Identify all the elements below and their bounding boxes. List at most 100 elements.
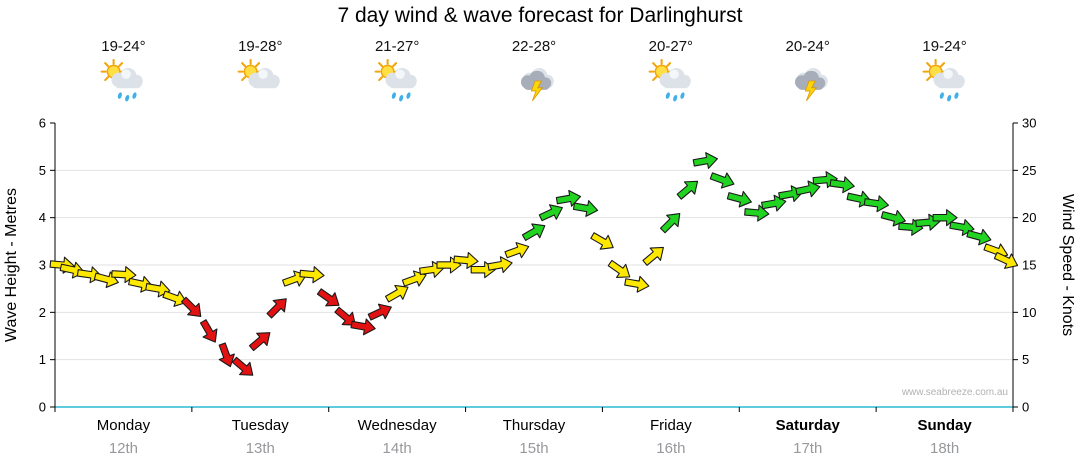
wind-arrow: [384, 284, 409, 303]
wind-arrow: [334, 306, 356, 326]
day-temp-range: 22-28°: [511, 38, 557, 55]
wind-arrow: [676, 180, 699, 200]
day-forecast: 20-27°: [602, 38, 739, 107]
wind-arrow: [162, 290, 188, 307]
left-axis-tick-label: 5: [39, 163, 46, 178]
wind-arrow: [231, 356, 254, 376]
day-temp-range: 21-27°: [374, 38, 420, 55]
rain-icon: [391, 92, 411, 102]
page-title: 7 day wind & wave forecast for Darlinghu…: [337, 4, 743, 27]
right-axis-tick-label: 20: [1022, 210, 1036, 225]
rain-icon: [665, 92, 685, 102]
day-name: Sunday: [917, 417, 972, 434]
day-forecast: 19-24°: [55, 38, 192, 107]
right-axis-tick-label: 15: [1022, 258, 1036, 273]
left-axis-tick-label: 3: [39, 258, 46, 273]
wind-arrow: [266, 298, 287, 319]
wind-arrow: [795, 180, 821, 198]
weather-icon-sun-cloud-rain: [99, 58, 147, 107]
day-labels-row: Monday 12th Tuesday 13th Wednesday 14th Thursd…: [55, 417, 1013, 457]
rain-icon: [939, 92, 959, 102]
wind-arrow: [624, 275, 650, 293]
day-forecast: 22-28°: [466, 38, 603, 107]
left-axis-tick-label: 6: [39, 116, 46, 131]
wind-arrow: [659, 213, 681, 234]
left-axis-tick-label: 4: [39, 210, 46, 225]
wind-arrow: [504, 242, 530, 259]
daily-forecast-row: 19-24° 19-28° 21-27° 22-28° 20-27° 20-24° 19-2…: [55, 38, 1013, 107]
day-forecast: 21-27°: [329, 38, 466, 107]
day-forecast: 20-24°: [739, 38, 876, 107]
day-label: Friday 16th: [602, 417, 739, 457]
day-name: Saturday: [775, 417, 840, 434]
day-name: Tuesday: [231, 417, 289, 434]
weather-icon-storm: [510, 59, 558, 107]
wind-arrow: [572, 200, 599, 217]
wind-arrow: [863, 195, 890, 213]
lightning-icon: [530, 80, 544, 102]
wind-arrow: [248, 332, 271, 352]
weather-icon-sun-cloud-rain: [647, 58, 695, 107]
day-label: Thursday 15th: [466, 417, 603, 457]
wind-arrow: [726, 190, 752, 208]
day-forecast: 19-24°: [876, 38, 1013, 107]
wind-arrow: [299, 266, 325, 284]
wind-arrow: [199, 319, 218, 343]
storm-cloud-icon: [794, 70, 825, 90]
day-date: 17th: [793, 440, 823, 457]
wind-arrow: [692, 152, 718, 169]
left-axis-title: Wave Height - Metres: [3, 188, 20, 342]
weather-icon-sun-cloud: [236, 58, 284, 107]
day-temp-range: 19-24°: [922, 38, 967, 55]
day-date: 12th: [108, 440, 139, 457]
cloud-icon: [659, 67, 691, 89]
cloud-icon: [385, 67, 417, 89]
left-axis-tick-label: 2: [39, 305, 46, 320]
wind-arrow: [993, 251, 1019, 269]
day-temp-range: 20-24°: [785, 38, 830, 55]
day-label: Monday 12th: [55, 417, 192, 457]
day-name: Thursday: [502, 417, 566, 434]
lightning-icon: [804, 80, 817, 102]
weather-icon-sun-cloud-rain: [921, 58, 969, 107]
right-axis-title: Wind Speed - Knots: [1059, 194, 1076, 336]
chart-plot-area: 0 1 2 3 4 5 6 0 5 10 15 20 25 30: [39, 116, 1037, 415]
day-name: Wednesday: [357, 417, 437, 434]
wind-arrow: [538, 204, 563, 222]
right-axis-tick-label: 25: [1022, 163, 1036, 178]
watermark: www.seabreeze.com.au: [901, 387, 1008, 398]
day-date: 13th: [245, 440, 275, 457]
wind-arrow: [607, 259, 631, 278]
day-date: 14th: [382, 440, 412, 457]
day-label: Wednesday 14th: [329, 417, 466, 457]
wind-arrow: [316, 288, 340, 307]
cloud-icon: [111, 67, 144, 89]
day-name: Friday: [650, 417, 692, 434]
day-name: Monday: [96, 417, 151, 434]
day-date: 16th: [656, 440, 686, 457]
left-axis-tick-label: 0: [39, 400, 46, 415]
left-axis-tick-label: 1: [39, 352, 46, 367]
cloud-icon: [933, 67, 965, 89]
right-axis-tick-label: 30: [1022, 116, 1036, 131]
day-label: Sunday 18th: [876, 417, 1013, 457]
day-forecast: 19-28°: [192, 38, 329, 107]
wind-arrow: [521, 223, 546, 241]
cloud-icon: [248, 67, 281, 89]
wind-arrow: [829, 176, 855, 194]
wind-arrow: [966, 228, 992, 246]
wind-arrow: [180, 296, 202, 317]
rain-icon: [118, 92, 137, 102]
right-axis-tick-label: 0: [1022, 400, 1029, 415]
wind-arrow: [709, 172, 735, 189]
day-temp-range: 19-28°: [238, 38, 283, 55]
wind-arrow: [487, 256, 513, 274]
weather-icon-storm: [784, 59, 832, 107]
right-axis-tick-label: 10: [1022, 305, 1036, 320]
weather-icon-sun-cloud-rain: [373, 58, 421, 107]
wind-arrow: [453, 251, 479, 269]
day-temp-range: 19-24°: [101, 38, 146, 55]
day-label: Tuesday 13th: [192, 417, 329, 457]
